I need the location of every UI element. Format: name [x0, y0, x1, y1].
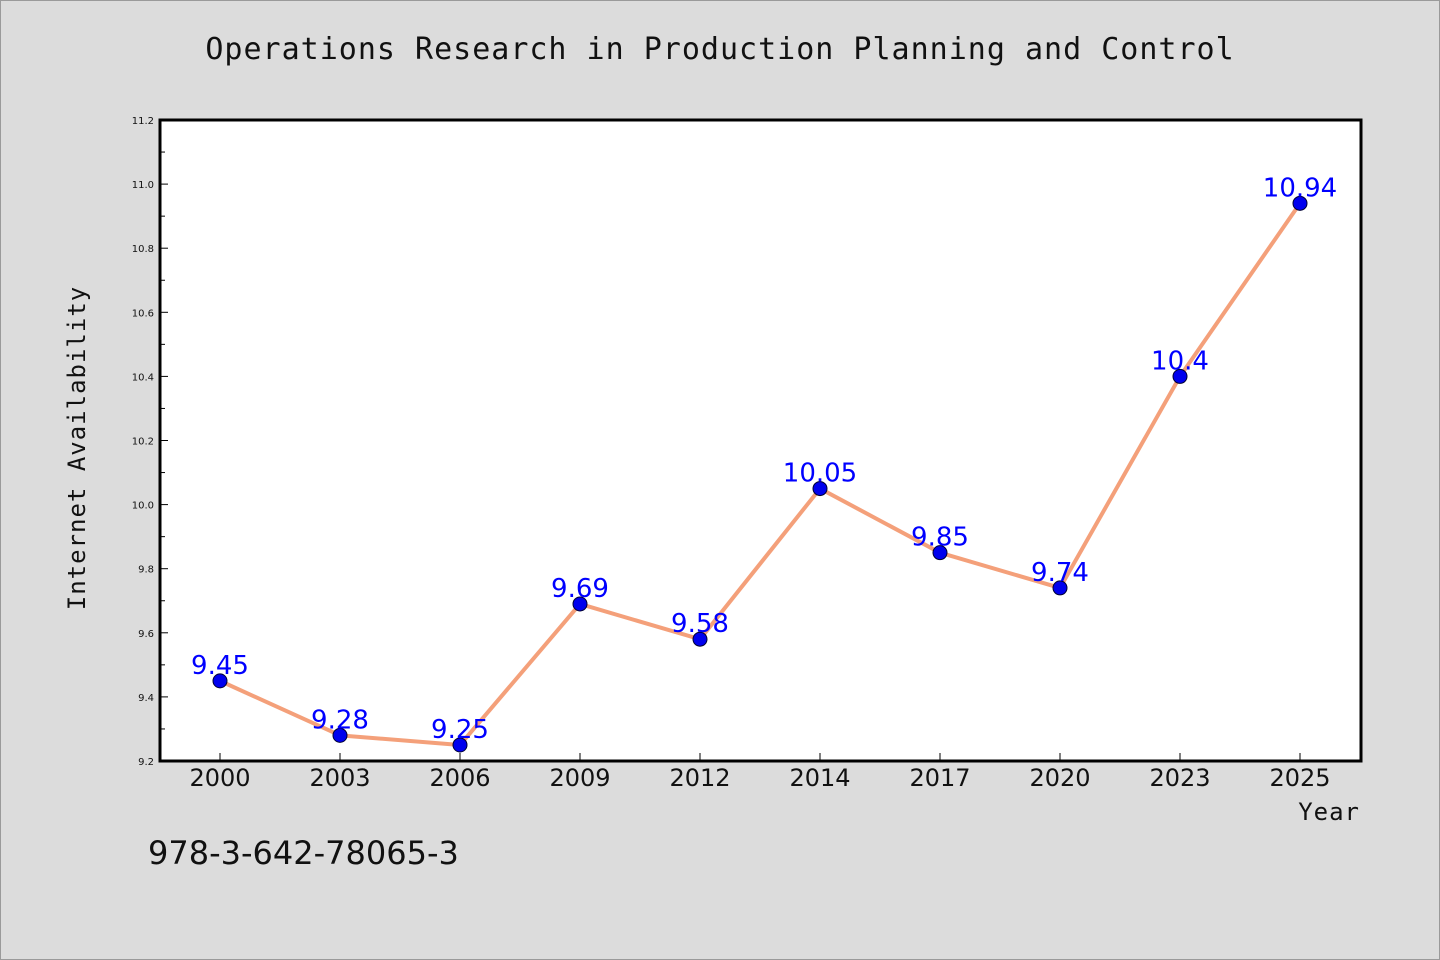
- data-labels-group: 9.45 9.28 9.25 9.69 9.58 10.05 9.85 9.74 10.4 10.…: [191, 173, 1337, 745]
- y-tick-label: 10.4: [132, 372, 154, 383]
- x-tick-label: 2003: [309, 764, 370, 792]
- x-tick-label: 2009: [549, 764, 610, 792]
- y-tick-label: 9.4: [138, 693, 154, 704]
- chart-title: Operations Research in Production Planni…: [205, 32, 1235, 67]
- plot-area: [158, 118, 1363, 763]
- y-tick-label: 10.0: [132, 501, 154, 512]
- data-point: [1172, 368, 1188, 384]
- y-tick-label: 9.2: [138, 757, 154, 768]
- x-tick-label: 2012: [669, 764, 730, 792]
- y-axis-label: Internet Availability: [63, 286, 91, 610]
- x-axis: 2000 2003 2006 2009 2012 2014 2017 2020 2023 2025: [189, 753, 1331, 792]
- x-tick-label: 2000: [189, 764, 250, 792]
- x-tick-label: 2017: [909, 764, 970, 792]
- x-tick-label: 2020: [1029, 764, 1090, 792]
- data-point: [692, 631, 708, 647]
- data-label: 9.74: [1031, 558, 1089, 588]
- y-tick-label: 11.0: [132, 180, 154, 191]
- y-tick-label: 11.2: [132, 116, 154, 127]
- data-point: [932, 545, 948, 561]
- data-point: [812, 481, 828, 497]
- isbn-text: 978-3-642-78065-3: [148, 834, 459, 872]
- markers-group: [212, 195, 1308, 753]
- x-tick-label: 2014: [789, 764, 850, 792]
- data-label: 9.85: [911, 523, 969, 553]
- y-axis: 9.2 9.4 9.6 9.8 10.0 10.2 10.4 10.6 10.8 11.0 11.2: [132, 116, 168, 768]
- series-line: [219, 202, 1302, 747]
- data-point: [212, 673, 228, 689]
- x-tick-label: 2006: [429, 764, 490, 792]
- y-tick-label: 9.6: [138, 629, 154, 640]
- data-point: [572, 596, 588, 612]
- data-label: 10.94: [1263, 173, 1337, 203]
- x-tick-label: 2025: [1269, 764, 1330, 792]
- data-point: [332, 727, 348, 743]
- data-point: [1052, 580, 1068, 596]
- y-tick-label: 10.2: [132, 437, 154, 448]
- data-point: [452, 737, 468, 753]
- data-label: 9.45: [191, 651, 249, 681]
- data-label: 9.25: [431, 715, 489, 745]
- data-label: 10.4: [1151, 346, 1209, 376]
- data-label: 9.28: [311, 705, 369, 735]
- data-label: 9.58: [671, 609, 729, 639]
- x-tick-label: 2023: [1149, 764, 1210, 792]
- x-axis-label: Year: [1298, 798, 1360, 826]
- y-tick-label: 10.8: [132, 244, 154, 255]
- series-line-group: [219, 202, 1302, 747]
- data-label: 10.05: [783, 459, 857, 489]
- data-point: [1292, 195, 1308, 211]
- y-tick-label: 9.8: [138, 565, 154, 576]
- y-tick-label: 10.6: [132, 308, 154, 319]
- data-label: 9.69: [551, 574, 609, 604]
